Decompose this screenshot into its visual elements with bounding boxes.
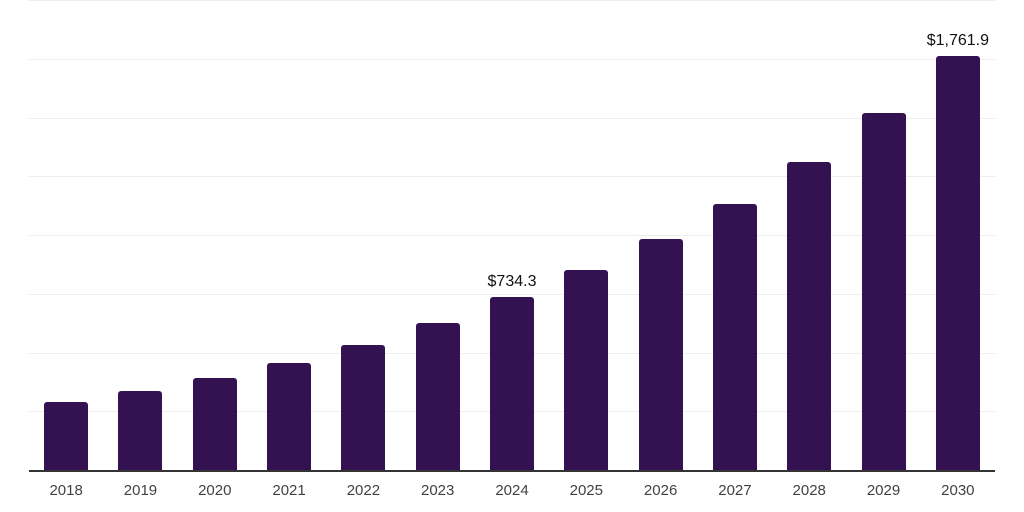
bar-2019[interactable] <box>118 390 163 470</box>
x-tick-label-2028: 2028 <box>792 482 826 499</box>
x-tick-label-2025: 2025 <box>569 482 603 499</box>
x-tick-label-2024: 2024 <box>495 482 529 499</box>
gridline <box>29 235 995 236</box>
bar-2025[interactable] <box>564 270 609 470</box>
x-tick-label-2020: 2020 <box>198 482 232 499</box>
x-axis-labels: 2018 2019 2020 2021 2022 2023 2024 2025 2026 2027… <box>29 480 995 504</box>
bar-2018[interactable] <box>44 402 89 470</box>
gridline <box>29 117 995 119</box>
bar-2030[interactable] <box>935 55 980 470</box>
x-tick-label-2018: 2018 <box>49 482 83 499</box>
bar-2021[interactable] <box>267 362 312 470</box>
bar-2022[interactable] <box>341 344 386 470</box>
x-tick-label-2019: 2019 <box>123 482 158 499</box>
bar-2023[interactable] <box>415 322 460 470</box>
x-tick-label-2030: 2030 <box>941 482 975 499</box>
plot-area: $734.3 $1,761.9 <box>29 0 995 472</box>
gridline <box>29 58 995 60</box>
data-label-2024: $734.3 <box>487 273 537 291</box>
bar-2024[interactable] <box>490 297 534 470</box>
gridline <box>29 176 995 178</box>
bar-2028[interactable] <box>787 161 832 470</box>
bar-2029[interactable] <box>861 113 906 470</box>
bar-2026[interactable] <box>638 239 683 470</box>
gridline <box>29 293 995 295</box>
bar-2027[interactable] <box>712 203 757 470</box>
x-tick-label-2022: 2022 <box>346 482 381 499</box>
x-tick-label-2026: 2026 <box>643 482 678 499</box>
data-label-2030: $1,761.9 <box>926 31 989 49</box>
x-tick-label-2023: 2023 <box>421 482 455 499</box>
x-tick-label-2021: 2021 <box>272 482 306 499</box>
x-tick-label-2029: 2029 <box>866 482 901 499</box>
gridline <box>29 0 995 1</box>
bar-2020[interactable] <box>192 378 237 470</box>
x-tick-label-2027: 2027 <box>718 482 752 499</box>
